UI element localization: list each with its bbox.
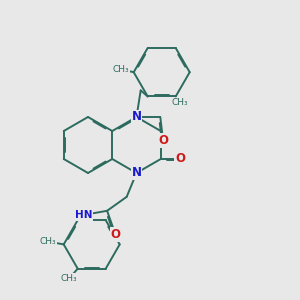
- Text: O: O: [175, 152, 185, 166]
- Text: N: N: [131, 167, 142, 179]
- Text: CH₃: CH₃: [113, 65, 129, 74]
- Text: CH₃: CH₃: [172, 98, 188, 107]
- Text: O: O: [110, 228, 121, 241]
- Text: HN: HN: [74, 210, 92, 220]
- Text: N: N: [131, 110, 142, 124]
- Text: CH₃: CH₃: [40, 237, 57, 246]
- Text: O: O: [158, 134, 168, 147]
- Text: CH₃: CH₃: [61, 274, 78, 283]
